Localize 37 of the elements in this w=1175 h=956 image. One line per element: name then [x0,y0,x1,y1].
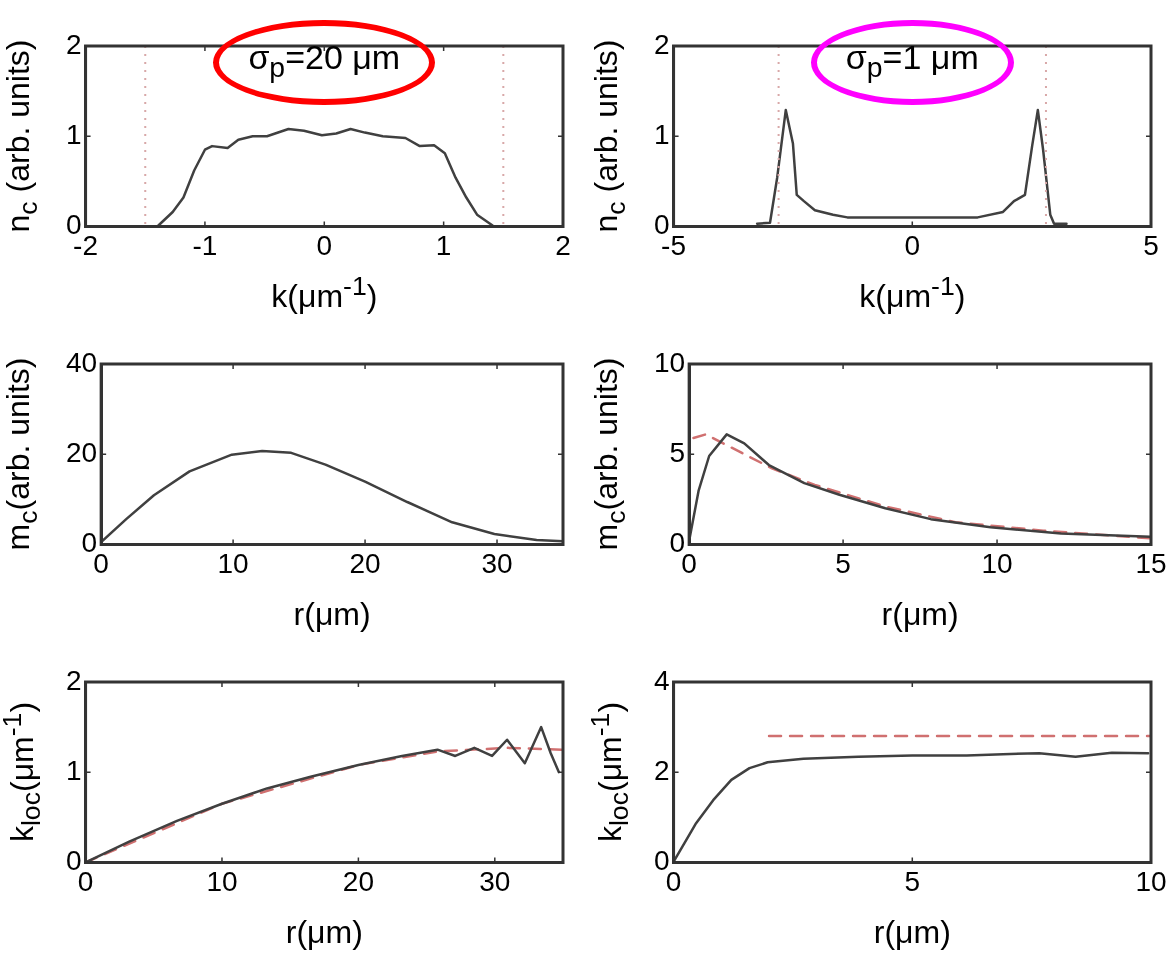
x-tick-label: -1 [192,229,218,261]
y-tick-label: 1 [653,118,670,150]
x-tick-label: 10 [206,865,238,897]
x-axis-title: k(μm$^{-1}$) [859,271,966,314]
y-tick-label: 2 [653,754,670,786]
x-axis-title: r(μm) [881,596,959,632]
x-tick-label: 30 [481,547,513,579]
x-tick-label: 20 [349,547,381,579]
x-axis-title: k(μm$^{-1}$) [271,271,378,314]
x-tick-label: 30 [479,865,511,897]
x-tick-label: 10 [217,547,249,579]
y-tick-label: 2 [65,664,82,696]
x-tick-label: 5 [1143,229,1159,261]
x-axis-title: r(μm) [285,914,363,950]
x-tick-label: 0 [904,229,921,261]
x-tick-label: 5 [904,865,921,897]
x-tick-label: 2 [555,229,571,261]
x-tick-label: 15 [1135,547,1167,579]
x-tick-label: 10 [1135,865,1167,897]
x-tick-label: 5 [835,547,851,579]
y-tick-label: 10 [653,346,686,378]
x-tick-label: 10 [981,547,1013,579]
y-tick-label: 1 [65,118,82,150]
x-tick-label: 20 [342,865,374,897]
x-axis-title: r(μm) [873,914,951,950]
y-tick-label: 4 [653,664,670,696]
annotation: σ$_{p}$=20 μm [248,38,401,83]
x-tick-label: 1 [435,229,452,261]
x-tick-label: 0 [316,229,333,261]
y-tick-label: 2 [65,28,82,60]
annotation: σ$_{p}$=1 μm [845,38,979,83]
y-tick-label: 2 [653,28,670,60]
y-tick-label: 20 [65,436,98,468]
y-tick-label: 5 [669,436,686,468]
y-tick-label: 40 [65,346,98,378]
x-axis-title: r(μm) [293,596,371,632]
y-tick-label: 1 [65,754,82,786]
